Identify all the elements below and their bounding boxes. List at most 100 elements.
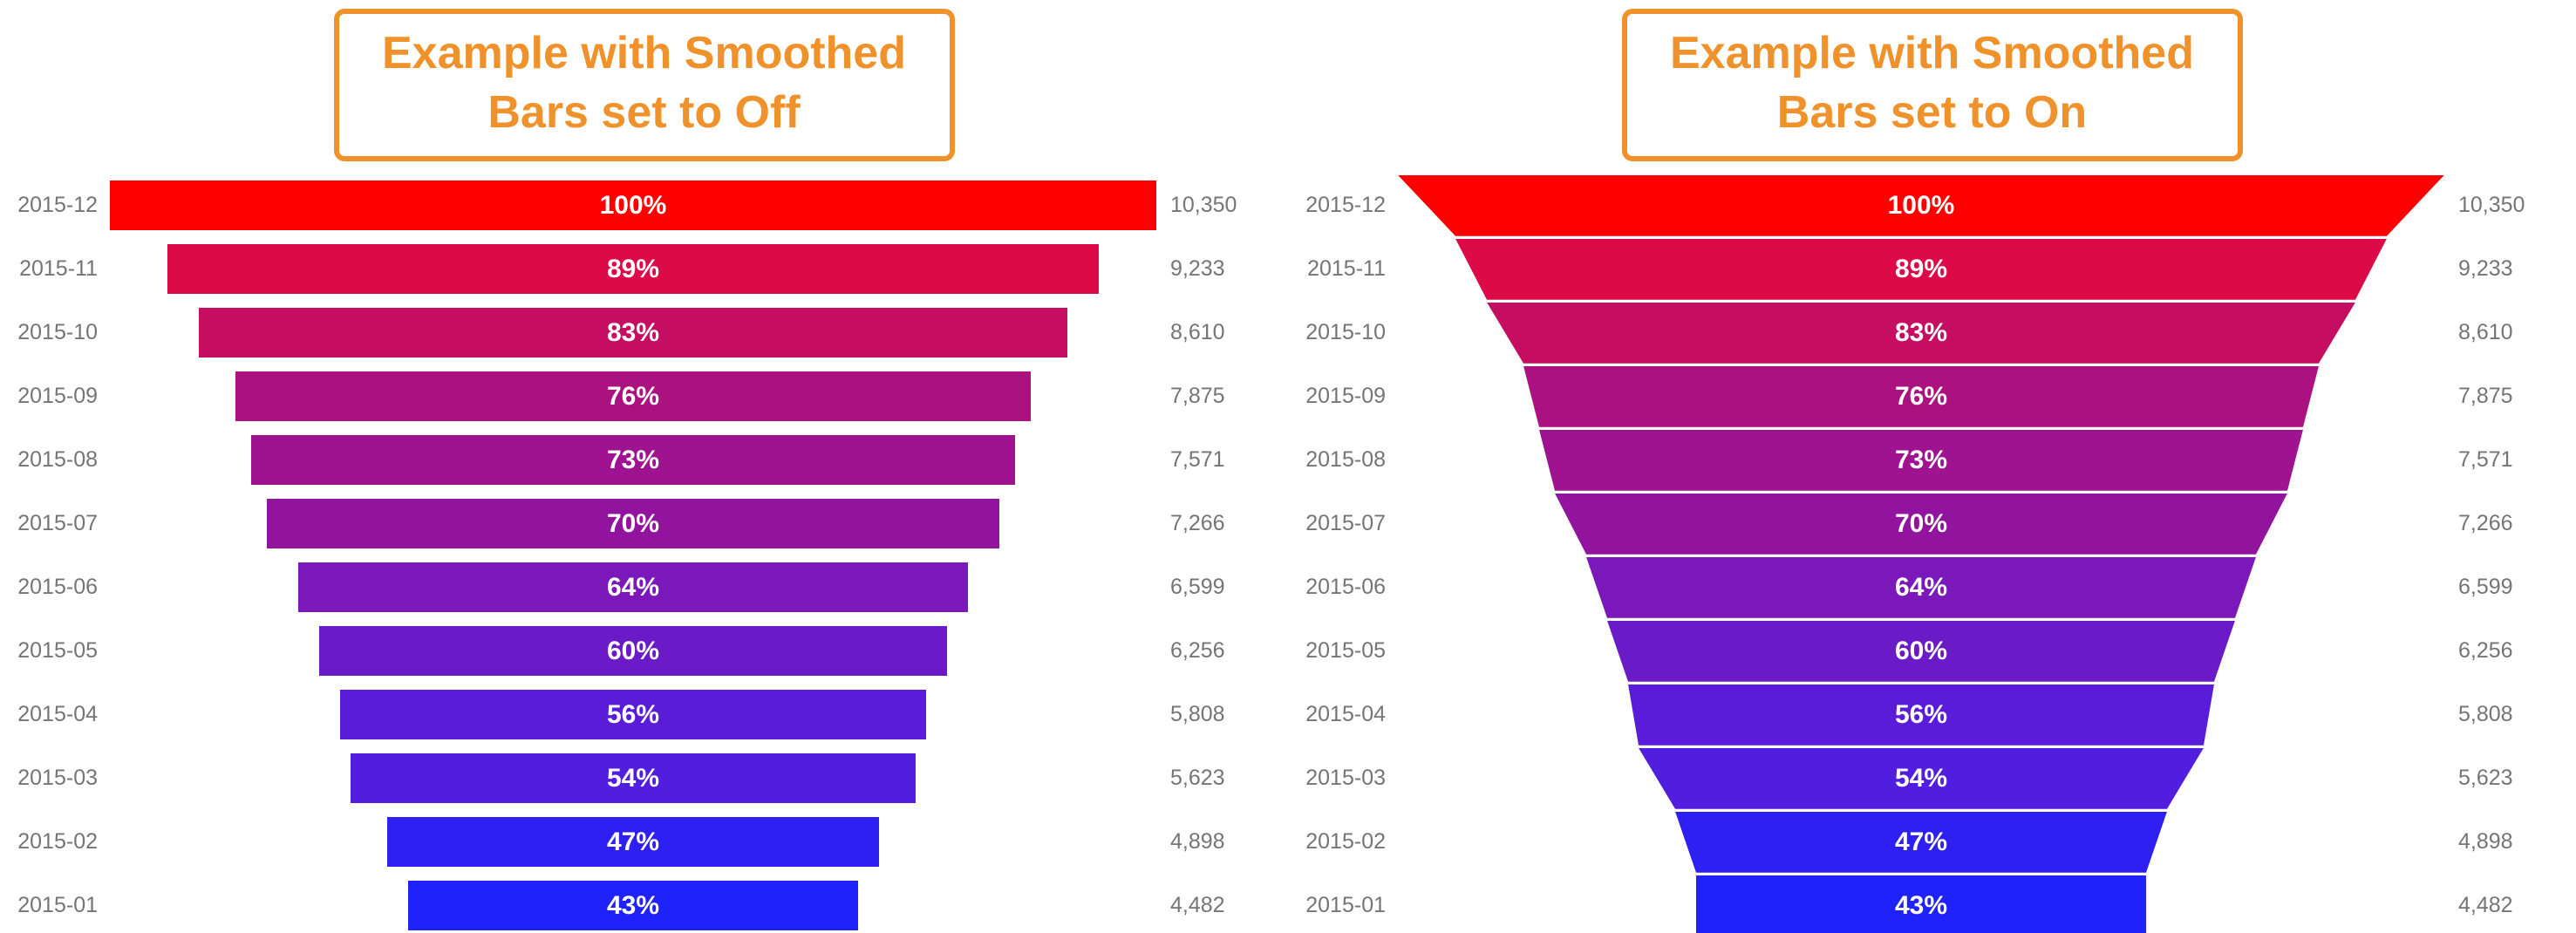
- percent-label: 56%: [1894, 699, 1948, 729]
- date-label: 2015-10: [1305, 320, 1386, 345]
- value-label: 4,482: [2458, 893, 2513, 918]
- funnel-bar[interactable]: 100%: [110, 180, 1156, 231]
- bar-zone: 73%: [1398, 428, 2444, 492]
- funnel-bar[interactable]: 54%: [351, 753, 916, 804]
- percent-label: 89%: [1894, 254, 1948, 283]
- funnel-bar[interactable]: 47%: [1675, 811, 2167, 873]
- funnel-bar[interactable]: 70%: [267, 499, 999, 549]
- date-label: 2015-06: [17, 575, 98, 600]
- value-label: 10,350: [1170, 193, 1237, 218]
- funnel-row: 2015-10 83% 8,610: [1288, 301, 2576, 364]
- value-label: 5,808: [1170, 702, 1225, 727]
- date-label: 2015-05: [1305, 638, 1386, 664]
- funnel-bar[interactable]: 83%: [1487, 302, 2355, 364]
- funnel-row: 2015-03 54% 5,623: [1288, 746, 2576, 810]
- date-label: 2015-06: [1305, 575, 1386, 600]
- percent-label: 43%: [606, 890, 660, 920]
- funnel-off: 2015-12 100% 10,350 2015-11 89% 9,233 2015-10 8…: [0, 174, 1288, 933]
- funnel-row: 2015-04 56% 5,808: [0, 683, 1288, 746]
- funnel-bar[interactable]: 43%: [1696, 875, 2146, 933]
- funnel-bar[interactable]: 54%: [1639, 747, 2204, 809]
- funnel-bar[interactable]: 56%: [340, 690, 926, 740]
- funnel-bar[interactable]: 70%: [1555, 493, 2287, 555]
- date-label: 2015-03: [1305, 766, 1386, 791]
- value-label: 5,808: [2458, 702, 2513, 727]
- funnel-bar[interactable]: 64%: [298, 562, 968, 613]
- date-label: 2015-09: [1305, 384, 1386, 409]
- date-label: 2015-08: [1305, 447, 1386, 473]
- funnel-row: 2015-01 43% 4,482: [0, 874, 1288, 933]
- funnel-bar[interactable]: 76%: [1523, 365, 2319, 427]
- percent-label: 47%: [606, 827, 660, 856]
- funnel-row: 2015-02 47% 4,898: [1288, 810, 2576, 874]
- funnel-bar[interactable]: 100%: [1398, 174, 2444, 236]
- percent-label: 43%: [1894, 890, 1948, 920]
- value-label: 10,350: [2458, 193, 2525, 218]
- funnel-bar[interactable]: 83%: [199, 308, 1067, 358]
- funnel-row: 2015-12 100% 10,350: [0, 174, 1288, 237]
- percent-label: 60%: [1894, 636, 1948, 665]
- date-label: 2015-12: [17, 193, 98, 218]
- percent-label: 47%: [1894, 827, 1948, 856]
- funnel-row: 2015-12 100% 10,350: [1288, 174, 2576, 237]
- funnel-bar[interactable]: 43%: [408, 881, 858, 931]
- funnel-bar[interactable]: 89%: [167, 244, 1099, 295]
- funnel-row: 2015-07 70% 7,266: [0, 492, 1288, 555]
- bar-zone: 54%: [1398, 746, 2444, 810]
- date-label: 2015-03: [17, 766, 98, 791]
- date-label: 2015-12: [1305, 193, 1386, 218]
- value-label: 4,898: [1170, 829, 1225, 855]
- bar-zone: 56%: [110, 683, 1156, 746]
- bar-zone: 89%: [1398, 237, 2444, 301]
- funnel-on: 2015-12 100% 10,350 2015-11 89% 9,233 2015-10 8…: [1288, 174, 2576, 933]
- bar-zone: 76%: [110, 364, 1156, 428]
- funnel-bar[interactable]: 56%: [1628, 684, 2214, 746]
- value-label: 7,571: [1170, 447, 1225, 473]
- bar-zone: 89%: [110, 237, 1156, 301]
- date-label: 2015-04: [1305, 702, 1386, 727]
- funnel-row: 2015-06 64% 6,599: [0, 555, 1288, 619]
- bar-zone: 70%: [1398, 492, 2444, 555]
- funnel-row: 2015-05 60% 6,256: [1288, 619, 2576, 683]
- value-label: 6,599: [1170, 575, 1225, 600]
- funnel-row: 2015-10 83% 8,610: [0, 301, 1288, 364]
- funnel-row: 2015-09 76% 7,875: [0, 364, 1288, 428]
- percent-label: 89%: [606, 254, 660, 283]
- bar-zone: 47%: [110, 810, 1156, 874]
- funnel-bar[interactable]: 73%: [1539, 429, 2303, 491]
- percent-label: 64%: [606, 572, 660, 602]
- funnel-row: 2015-03 54% 5,623: [0, 746, 1288, 810]
- funnel-row: 2015-01 43% 4,482: [1288, 874, 2576, 933]
- chart-smoothed-on: Example with Smoothed Bars set to On 201…: [1288, 0, 2576, 933]
- percent-label: 70%: [1894, 508, 1948, 538]
- date-label: 2015-04: [17, 702, 98, 727]
- funnel-row: 2015-11 89% 9,233: [1288, 237, 2576, 301]
- value-label: 8,610: [2458, 320, 2513, 345]
- funnel-bar[interactable]: 76%: [235, 371, 1031, 422]
- percent-label: 100%: [599, 190, 667, 220]
- funnel-row: 2015-11 89% 9,233: [0, 237, 1288, 301]
- funnel-bar[interactable]: 47%: [387, 817, 879, 868]
- percent-label: 83%: [606, 317, 660, 347]
- value-label: 8,610: [1170, 320, 1225, 345]
- value-label: 7,266: [1170, 511, 1225, 536]
- value-label: 7,875: [2458, 384, 2513, 409]
- funnel-bar[interactable]: 64%: [1586, 556, 2256, 618]
- funnel-bar[interactable]: 60%: [1607, 620, 2235, 682]
- funnel-bar[interactable]: 73%: [251, 435, 1015, 486]
- bar-zone: 54%: [110, 746, 1156, 810]
- funnel-bar[interactable]: 60%: [319, 626, 947, 677]
- funnel-row: 2015-05 60% 6,256: [0, 619, 1288, 683]
- value-label: 6,599: [2458, 575, 2513, 600]
- funnel-row: 2015-07 70% 7,266: [1288, 492, 2576, 555]
- funnel-row: 2015-09 76% 7,875: [1288, 364, 2576, 428]
- chart-title-text-on: Example with Smoothed Bars set to On: [1670, 28, 2194, 138]
- percent-label: 64%: [1894, 572, 1948, 602]
- date-label: 2015-10: [17, 320, 98, 345]
- percent-label: 76%: [1894, 381, 1948, 411]
- value-label: 5,623: [2458, 766, 2513, 791]
- percent-label: 54%: [606, 763, 660, 793]
- date-label: 2015-07: [17, 511, 98, 536]
- value-label: 7,875: [1170, 384, 1225, 409]
- funnel-bar[interactable]: 89%: [1455, 238, 2387, 300]
